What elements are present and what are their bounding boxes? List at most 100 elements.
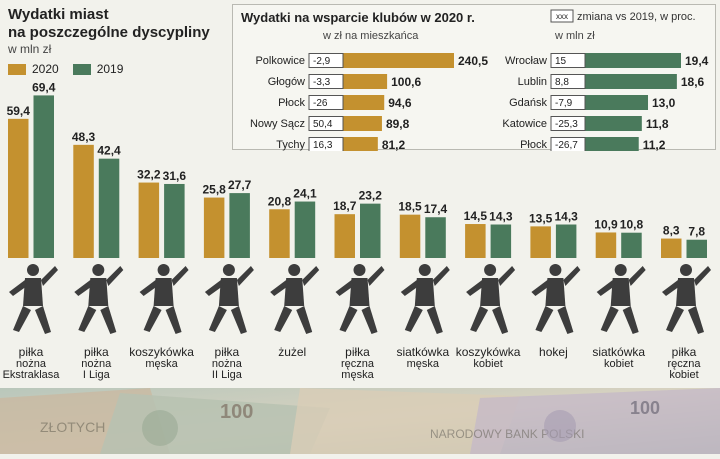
- inset-change-value: 8,8: [555, 77, 569, 88]
- category-label: ręczna: [341, 358, 375, 370]
- chart-title: Wydatki miast na poszczególne dyscypliny: [8, 6, 210, 42]
- bar-value-label: 31,6: [163, 169, 187, 183]
- inset-change-value: 50,4: [313, 119, 333, 130]
- inset-bar-chart: Wydatki na wsparcie klubów w 2020 r. xxx z…: [241, 9, 709, 152]
- inset-change-box: [550, 116, 586, 131]
- category-label: nożna: [16, 358, 47, 370]
- category-label: siatkówka: [592, 345, 645, 359]
- category-label: ręczna: [667, 358, 701, 370]
- banknotes-image: 100 100 ZŁOTYCH NARODOWY BANK POLSKI: [0, 388, 720, 454]
- bar-2019-1: [98, 158, 120, 258]
- bar-value-label: 48,3: [72, 130, 96, 144]
- athlete-icon: [596, 264, 646, 334]
- inset-bar: [339, 116, 382, 131]
- bar-value-label: 17,4: [424, 202, 448, 216]
- inset-bar: [339, 137, 378, 152]
- inset-title: Wydatki na wsparcie klubów w 2020 r.: [241, 10, 475, 25]
- legend-label-2019: 2019: [96, 62, 124, 76]
- category-label: koszykówka: [456, 345, 521, 359]
- inset-bar: [339, 95, 385, 110]
- inset-change-box: [308, 53, 344, 68]
- inset-change-box: [308, 116, 344, 131]
- inset-panel: Wydatki na wsparcie klubów w 2020 r. xxx z…: [232, 4, 716, 152]
- legend: 2020 2019: [8, 62, 123, 76]
- inset-value-label: 11,2: [643, 138, 666, 151]
- category-label: Ekstraklasa: [3, 369, 61, 381]
- bar-value-label: 23,2: [359, 189, 383, 203]
- bar-2020-2: [138, 182, 160, 258]
- inset-value-label: 89,8: [386, 117, 410, 131]
- category-label: hokej: [539, 345, 568, 359]
- inset-legend-box-text: xxx: [556, 12, 568, 21]
- category-label: nożna: [212, 358, 243, 370]
- athlete-icon: [466, 264, 516, 334]
- bar-value-label: 8,3: [663, 224, 680, 238]
- bar-value-label: 59,4: [7, 104, 31, 118]
- bar-2020-6: [399, 214, 421, 258]
- inset-city-label: Gdańsk: [509, 97, 547, 109]
- inset-city-label: Nowy Sącz: [250, 118, 305, 130]
- inset-change-box: [308, 95, 344, 110]
- inset-change-value: -26: [313, 98, 328, 109]
- bar-value-label: 14,3: [489, 209, 513, 223]
- bar-value-label: 7,8: [688, 225, 705, 239]
- unit-label: w mln zł: [8, 42, 52, 56]
- bar-value-label: 27,7: [228, 178, 252, 192]
- bar-2019-8: [555, 224, 577, 258]
- inset-bar: [581, 53, 681, 68]
- inset-city-label: Płock: [520, 139, 547, 151]
- bar-2019-5: [360, 203, 381, 258]
- inset-city-label: Wrocław: [505, 55, 547, 67]
- bar-value-label: 20,8: [268, 194, 292, 208]
- inset-legend-text: zmiana vs 2019, w proc.: [577, 11, 696, 23]
- bar-2020-5: [334, 214, 355, 258]
- bar-value-label: 10,9: [594, 217, 618, 231]
- bar-value-label: 18,7: [333, 199, 357, 213]
- inset-value-label: 94,6: [388, 96, 412, 110]
- bar-value-label: 13,5: [529, 211, 553, 225]
- banknotes-photo: 100 100 ZŁOTYCH NARODOWY BANK POLSKI: [0, 388, 720, 454]
- inset-value-label: 11,8: [646, 117, 669, 131]
- bar-value-label: 10,8: [620, 218, 644, 232]
- bar-2019-2: [164, 183, 185, 258]
- bar-2019-4: [294, 201, 316, 258]
- bar-value-label: 42,4: [97, 144, 121, 158]
- bar-2019-7: [490, 224, 512, 258]
- bar-2020-9: [595, 232, 617, 258]
- inset-bar: [581, 95, 649, 110]
- athlete-icon: [270, 264, 320, 334]
- bar-value-label: 18,5: [398, 200, 422, 214]
- athlete-icon: [335, 264, 385, 334]
- category-label: kobiet: [604, 358, 633, 370]
- category-label: I Liga: [83, 369, 111, 381]
- inset-change-value: 16,3: [313, 140, 333, 151]
- inset-change-value: -7,9: [555, 98, 573, 109]
- inset-change-value: -2,9: [313, 56, 331, 67]
- athlete-icon: [74, 264, 124, 334]
- category-label: piłka: [19, 345, 44, 359]
- bar-value-label: 14,3: [554, 209, 578, 223]
- category-label: kobiet: [473, 358, 502, 370]
- category-label: piłka: [345, 345, 370, 359]
- inset-bar: [581, 137, 639, 152]
- category-label: męska: [341, 369, 374, 381]
- legend-swatch-2020: [8, 63, 26, 75]
- inset-change-value: -3,3: [313, 77, 331, 88]
- inset-bar: [339, 53, 454, 68]
- bar-2019-10: [686, 239, 707, 258]
- title-line-1: Wydatki miast: [8, 6, 109, 23]
- bar-2020-10: [661, 238, 682, 258]
- inset-bar: [339, 74, 388, 89]
- category-label: kobiet: [669, 369, 698, 381]
- inset-group-subtitle: w mln zł: [554, 30, 595, 42]
- inset-city-label: Tychy: [276, 139, 305, 151]
- bar-2019-3: [229, 193, 250, 258]
- bar-2019-6: [425, 217, 446, 258]
- inset-city-label: Katowice: [502, 118, 547, 130]
- bar-2020-0: [8, 118, 29, 258]
- category-label: męska: [145, 358, 178, 370]
- inset-value-label: 240,5: [458, 54, 488, 68]
- inset-change-value: -26,7: [555, 140, 578, 151]
- bar-value-label: 25,8: [202, 183, 226, 197]
